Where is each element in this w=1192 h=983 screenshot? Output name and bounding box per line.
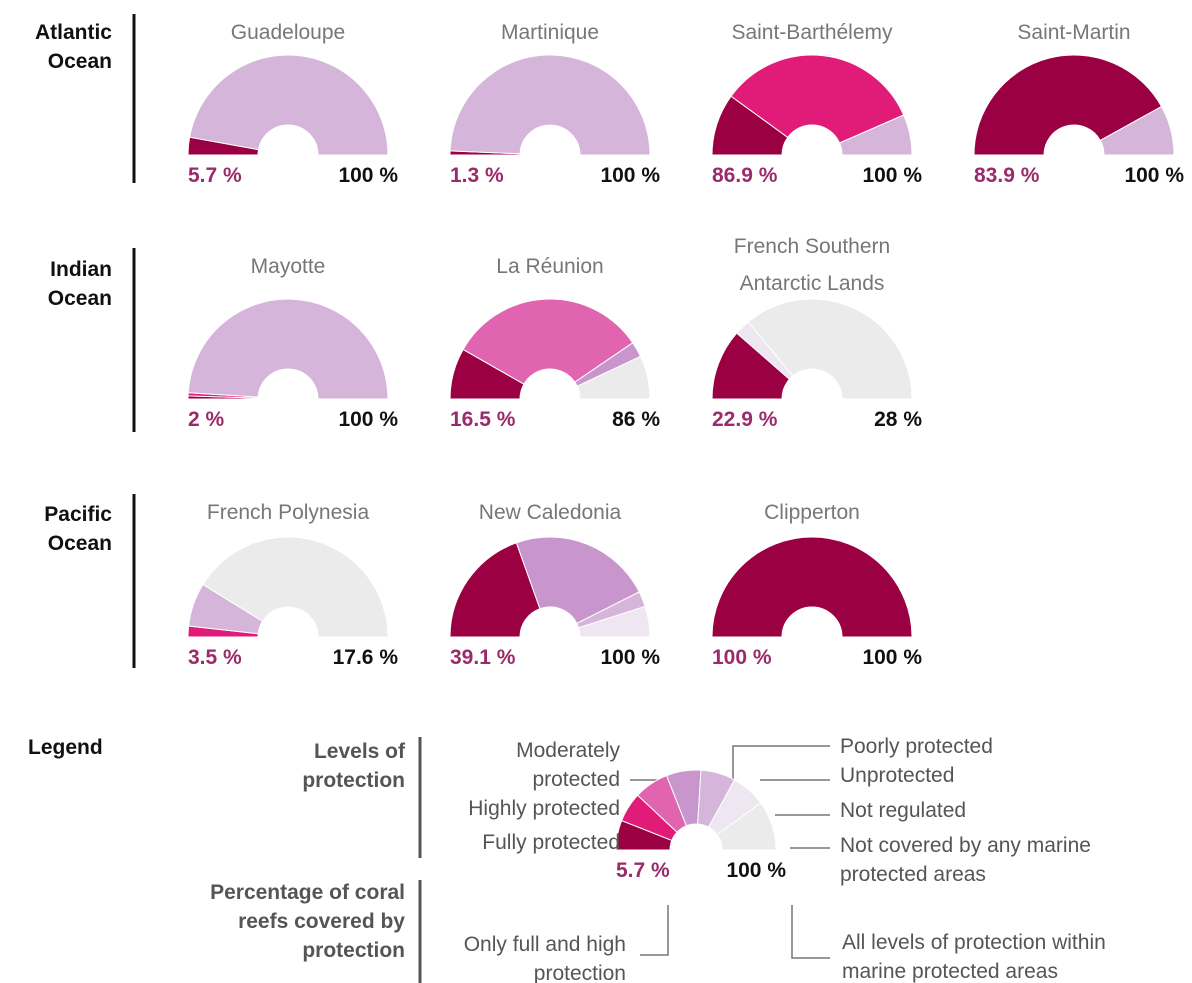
chart-title: Clipperton <box>764 501 860 524</box>
chart-title: Mayotte <box>250 255 326 278</box>
segment <box>577 605 651 638</box>
full-high-label: 2 % <box>188 408 225 431</box>
percent-heading: Percentage of coral reefs covered by pro… <box>210 881 405 962</box>
legend-title: Legend <box>28 736 103 759</box>
segment <box>515 536 640 625</box>
full-high-label: 83.9 % <box>974 164 1040 187</box>
full-high-label: 3.5 % <box>188 646 242 669</box>
segment <box>747 298 913 400</box>
segment <box>730 54 905 144</box>
all-levels-label: 17.6 % <box>332 646 398 669</box>
segment <box>838 114 913 156</box>
all-levels-label: 100 % <box>726 859 786 882</box>
dividers <box>132 14 422 983</box>
chart-title: French Southern Antarctic Lands <box>733 235 891 295</box>
chart-title: Saint-Barthélemy <box>731 21 893 44</box>
all-levels-label: 28 % <box>874 408 922 431</box>
chart-title: Saint-Martin <box>1017 21 1131 44</box>
segment <box>202 536 389 638</box>
leader <box>791 905 830 959</box>
chart-title: Guadeloupe <box>230 21 346 44</box>
full-high-label: 5.7 % <box>188 164 242 187</box>
all-levels-label: 100 % <box>338 408 398 431</box>
region-label: Atlantic Ocean <box>34 21 112 73</box>
segment <box>973 54 1163 156</box>
segment <box>1099 105 1175 156</box>
segment <box>449 542 541 638</box>
leader <box>640 905 669 956</box>
chart-title: Martinique <box>500 21 600 44</box>
full-high-label: 86.9 % <box>712 164 778 187</box>
full-high-label: 39.1 % <box>450 646 516 669</box>
legend-level: Fully protected <box>482 831 620 854</box>
chart-title: French Polynesia <box>206 501 370 524</box>
region-label: Indian Ocean <box>47 258 112 310</box>
levels-heading: Levels of protection <box>302 740 405 792</box>
chart-title: La Réunion <box>496 255 604 278</box>
full-high-label: 16.5 % <box>450 408 516 431</box>
summary-note: All levels of protection within marine p… <box>842 931 1106 983</box>
chart-title: New Caledonia <box>478 501 622 524</box>
all-levels-label: 100 % <box>862 164 922 187</box>
all-levels-label: 100 % <box>338 164 398 187</box>
segment <box>716 802 777 851</box>
all-levels-label: 100 % <box>1124 164 1184 187</box>
legend-level: Poorly protected <box>840 735 993 758</box>
segment <box>576 355 651 400</box>
segment <box>449 54 651 156</box>
segment <box>187 298 389 400</box>
leader <box>732 745 830 795</box>
segment <box>462 298 634 385</box>
all-levels-label: 86 % <box>612 408 660 431</box>
all-levels-label: 100 % <box>862 646 922 669</box>
all-levels-label: 100 % <box>600 646 660 669</box>
all-levels-label: 100 % <box>600 164 660 187</box>
legend-level: Unprotected <box>840 764 955 787</box>
region-label: Pacific Ocean <box>44 503 112 555</box>
legend-level: Moderately protected <box>516 739 620 791</box>
segment <box>711 536 913 638</box>
summary-note: Only full and high protection <box>463 933 626 983</box>
legend-level: Not regulated <box>840 799 967 822</box>
legend-level: Highly protected <box>468 797 620 820</box>
segment <box>189 54 389 156</box>
full-high-label: 22.9 % <box>712 408 778 431</box>
legend-level: Not covered by any marine protected area… <box>840 834 1091 886</box>
full-high-label: 100 % <box>712 646 772 669</box>
full-high-label: 1.3 % <box>450 164 504 187</box>
full-high-label: 5.7 % <box>616 859 670 882</box>
